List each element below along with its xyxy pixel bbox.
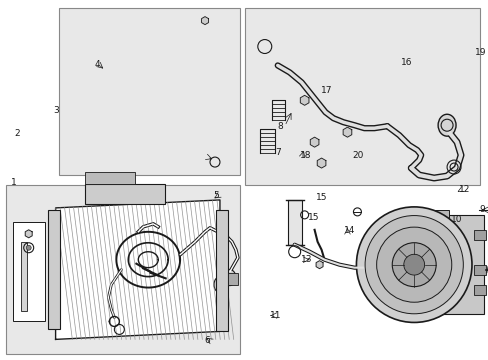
Bar [227,273,237,285]
Text: 1: 1 [11,178,17,187]
Text: 20: 20 [352,150,363,159]
Ellipse shape [437,114,455,136]
Polygon shape [310,137,318,147]
Text: 11: 11 [269,311,281,320]
Circle shape [376,227,451,302]
Text: 15: 15 [307,213,319,222]
Bar [216,210,227,332]
Bar [473,230,485,240]
Bar [473,285,485,294]
Bar [473,265,485,275]
Circle shape [391,243,435,287]
Bar [244,8,479,185]
Polygon shape [317,158,325,168]
Text: 7: 7 [274,148,280,157]
Polygon shape [343,127,351,137]
Circle shape [356,207,471,323]
Text: 4: 4 [94,60,100,69]
Polygon shape [25,230,32,238]
Bar [59,8,240,175]
Polygon shape [56,200,220,339]
Text: 16: 16 [400,58,411,67]
Ellipse shape [224,270,235,285]
Bar [6,185,240,354]
Text: 9: 9 [478,206,484,215]
Bar [85,172,135,184]
Bar [404,215,483,315]
Circle shape [403,254,424,275]
Text: 15: 15 [315,193,326,202]
Ellipse shape [214,276,225,293]
Polygon shape [300,95,308,105]
Text: 2: 2 [15,129,20,138]
Text: 17: 17 [320,86,331,95]
Bar [287,200,301,245]
Text: 3: 3 [53,106,59,115]
Circle shape [365,216,462,314]
Text: 12: 12 [458,185,469,194]
Text: 10: 10 [450,215,462,224]
Circle shape [26,245,31,250]
Text: 19: 19 [474,48,486,57]
Text: 5: 5 [213,192,218,201]
Text: 13: 13 [300,255,311,264]
Polygon shape [201,17,208,24]
Bar [428,210,448,225]
Text: 18: 18 [299,150,310,159]
Bar [47,210,60,329]
Bar [85,184,165,204]
Text: 14: 14 [343,226,354,235]
Text: 6: 6 [203,336,209,345]
Text: 8: 8 [276,122,282,131]
Polygon shape [315,261,323,269]
Bar [13,222,44,321]
Bar [20,242,27,311]
